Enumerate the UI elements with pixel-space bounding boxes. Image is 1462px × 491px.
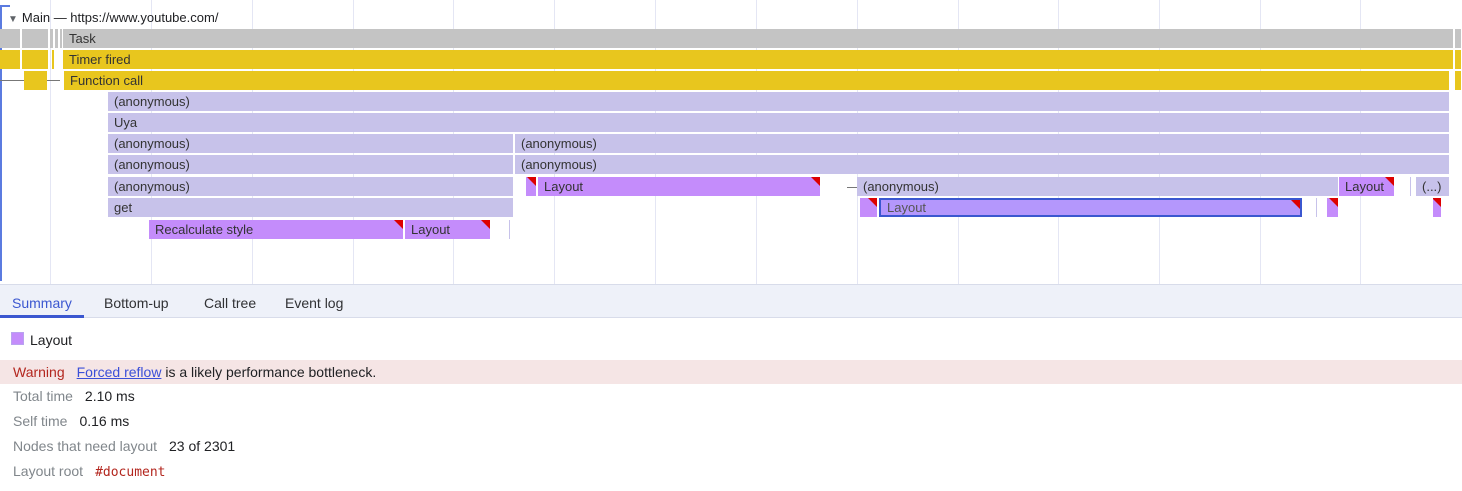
- task-entry[interactable]: [1455, 29, 1461, 48]
- tab-event-log[interactable]: Event log: [285, 295, 344, 311]
- layout-entry[interactable]: Layout: [405, 220, 490, 239]
- track-bracket: [0, 5, 10, 281]
- thin-entry: [509, 220, 510, 239]
- thin-entry: [1410, 177, 1411, 196]
- grid-line: [50, 0, 51, 284]
- warning-label: Warning: [13, 364, 65, 380]
- timer-entry[interactable]: [0, 50, 20, 69]
- total-time-row: Total time 2.10 ms: [13, 388, 135, 404]
- function-entry[interactable]: [24, 71, 47, 90]
- anonymous-entry[interactable]: (anonymous): [108, 92, 1449, 111]
- summary-title: Layout: [30, 332, 73, 348]
- timer-entry[interactable]: [22, 50, 48, 69]
- thin-entry: [1316, 198, 1317, 217]
- task-entry[interactable]: [50, 29, 53, 48]
- category-swatch: [11, 332, 24, 345]
- track-title: Main — https://www.youtube.com/: [21, 10, 219, 25]
- anonymous-entry[interactable]: (anonymous): [108, 177, 513, 196]
- get-entry[interactable]: get: [108, 198, 513, 217]
- uya-entry[interactable]: Uya: [108, 113, 1449, 132]
- details-tabs: Summary Bottom-up Call tree Event log: [0, 284, 1462, 318]
- anonymous-entry[interactable]: (anonymous): [515, 155, 1449, 174]
- layout-entry[interactable]: [526, 177, 536, 196]
- layout-root-link[interactable]: #document: [95, 465, 166, 480]
- warning-text: is a likely performance bottleneck.: [161, 364, 377, 380]
- timer-fired-entry[interactable]: Timer fired: [63, 50, 1453, 69]
- task-entry[interactable]: Task: [63, 29, 1453, 48]
- flame-chart[interactable]: ▼ Main — https://www.youtube.com/ Task Ti…: [0, 0, 1462, 284]
- timer-entry[interactable]: [52, 50, 54, 69]
- task-entry[interactable]: [60, 29, 62, 48]
- layout-entry[interactable]: Layout: [538, 177, 820, 196]
- anonymous-entry[interactable]: (anonymous): [857, 177, 1338, 196]
- recalculate-style-entry[interactable]: Recalculate style: [149, 220, 403, 239]
- tab-call-tree[interactable]: Call tree: [204, 295, 257, 311]
- function-call-entry[interactable]: Function call: [64, 71, 1449, 90]
- forced-reflow-link[interactable]: Forced reflow: [76, 364, 162, 380]
- layout-entry[interactable]: [1433, 198, 1441, 217]
- task-entry[interactable]: [0, 29, 20, 48]
- self-time-row: Self time 0.16 ms: [13, 413, 129, 429]
- nodes-row: Nodes that need layout 23 of 2301: [13, 438, 235, 454]
- layout-root-row: Layout root #document: [13, 463, 166, 480]
- flow-arrow: [847, 187, 859, 188]
- row-value: 2.10 ms: [84, 388, 135, 404]
- warning-banner: Warning Forced reflow is a likely perform…: [0, 360, 1462, 384]
- ellipsis-entry[interactable]: (...): [1416, 177, 1449, 196]
- anonymous-entry[interactable]: (anonymous): [108, 134, 513, 153]
- timer-entry[interactable]: [1455, 50, 1461, 69]
- triangle-down-icon[interactable]: ▼: [8, 14, 18, 25]
- row-value: 0.16 ms: [79, 413, 130, 429]
- anonymous-entry[interactable]: (anonymous): [515, 134, 1449, 153]
- task-entry[interactable]: [22, 29, 48, 48]
- layout-entry[interactable]: [860, 198, 877, 217]
- row-value: 23 of 2301: [169, 438, 236, 454]
- row-key: Layout root: [13, 463, 84, 479]
- layout-entry[interactable]: [1327, 198, 1338, 217]
- track-header[interactable]: ▼ Main — https://www.youtube.com/: [8, 10, 218, 25]
- task-entry[interactable]: [55, 29, 58, 48]
- row-key: Self time: [13, 413, 68, 429]
- tab-bottom-up[interactable]: Bottom-up: [104, 295, 169, 311]
- anonymous-entry[interactable]: (anonymous): [108, 155, 513, 174]
- tab-summary[interactable]: Summary: [0, 285, 84, 318]
- row-key: Total time: [13, 388, 73, 404]
- row-key: Nodes that need layout: [13, 438, 157, 454]
- function-entry[interactable]: [1455, 71, 1461, 90]
- layout-entry[interactable]: Layout: [1339, 177, 1394, 196]
- selected-layout-entry[interactable]: Layout: [879, 198, 1302, 217]
